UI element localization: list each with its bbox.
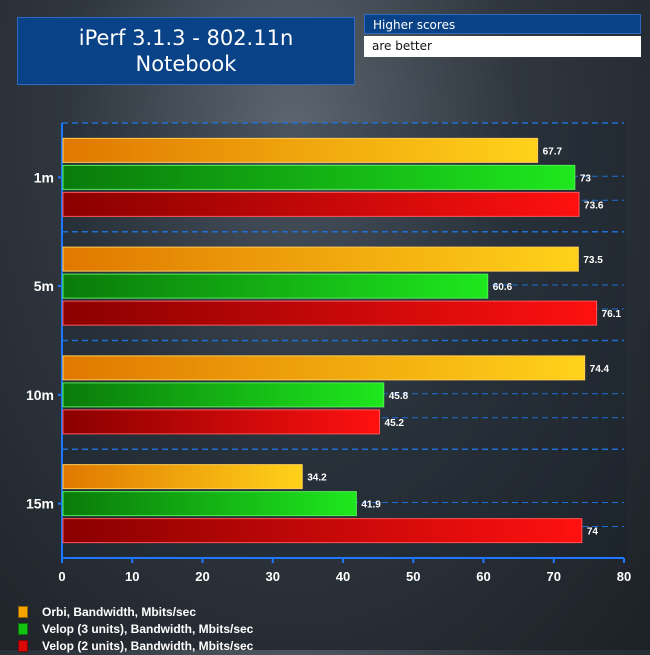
bar-5m-series-0 [62,246,579,272]
x-tick-label: 20 [195,569,209,584]
bar-15m-series-1 [62,491,357,517]
title-line-2: Notebook [135,52,237,76]
legend-label: Velop (3 units), Bandwidth, Mbits/sec [42,622,254,636]
x-tick-label: 70 [547,569,561,584]
x-tick-label: 60 [476,569,490,584]
bar-10m-series-1 [62,382,385,408]
bar-15m-series-0 [62,464,303,490]
category-label: 15m [26,496,54,512]
bar-15m-series-2 [62,518,583,544]
title-line-1: iPerf 3.1.3 - 802.11n [78,26,294,50]
note-higher-scores: Higher scores [364,14,641,34]
bar-10m-series-0 [62,355,586,381]
legend-item-velop2: Velop (2 units), Bandwidth, Mbits/sec [18,638,253,654]
category-label: 10m [26,387,54,403]
x-tick-label: 0 [58,569,65,584]
x-tick-label: 50 [406,569,420,584]
note-are-better: are better [364,36,641,57]
data-label: 60.6 [493,282,513,293]
data-label: 67.7 [543,146,563,157]
legend: Orbi, Bandwidth, Mbits/sec Velop (3 unit… [18,604,253,655]
x-tick-label: 40 [336,569,350,584]
chart-title: iPerf 3.1.3 - 802.11n Notebook [17,17,355,85]
data-label: 41.9 [361,500,381,511]
bar-1m-series-2 [62,191,580,217]
data-label: 73.5 [583,255,603,266]
legend-item-orbi: Orbi, Bandwidth, Mbits/sec [18,604,253,620]
bar-1m-series-0 [62,137,539,163]
data-label: 74 [587,527,599,538]
data-label: 76.1 [602,309,622,320]
category-label: 5m [34,278,54,294]
bar-5m-series-1 [62,273,489,299]
legend-label: Velop (2 units), Bandwidth, Mbits/sec [42,639,254,653]
category-label: 1m [34,169,54,185]
x-tick-label: 80 [617,569,631,584]
legend-item-velop3: Velop (3 units), Bandwidth, Mbits/sec [18,621,253,637]
legend-swatch [18,606,28,618]
bar-5m-series-2 [62,300,598,326]
data-label: 74.4 [590,364,610,375]
data-label: 45.8 [389,391,409,402]
x-tick-label: 10 [125,569,139,584]
data-label: 73 [580,173,592,184]
bar-1m-series-1 [62,164,576,190]
data-label: 34.2 [307,473,327,484]
data-label: 45.2 [385,418,405,429]
data-label: 73.6 [584,200,604,211]
legend-swatch [18,640,28,652]
legend-label: Orbi, Bandwidth, Mbits/sec [42,605,197,619]
x-tick-label: 30 [266,569,280,584]
bar-10m-series-2 [62,409,381,435]
legend-swatch [18,623,28,635]
